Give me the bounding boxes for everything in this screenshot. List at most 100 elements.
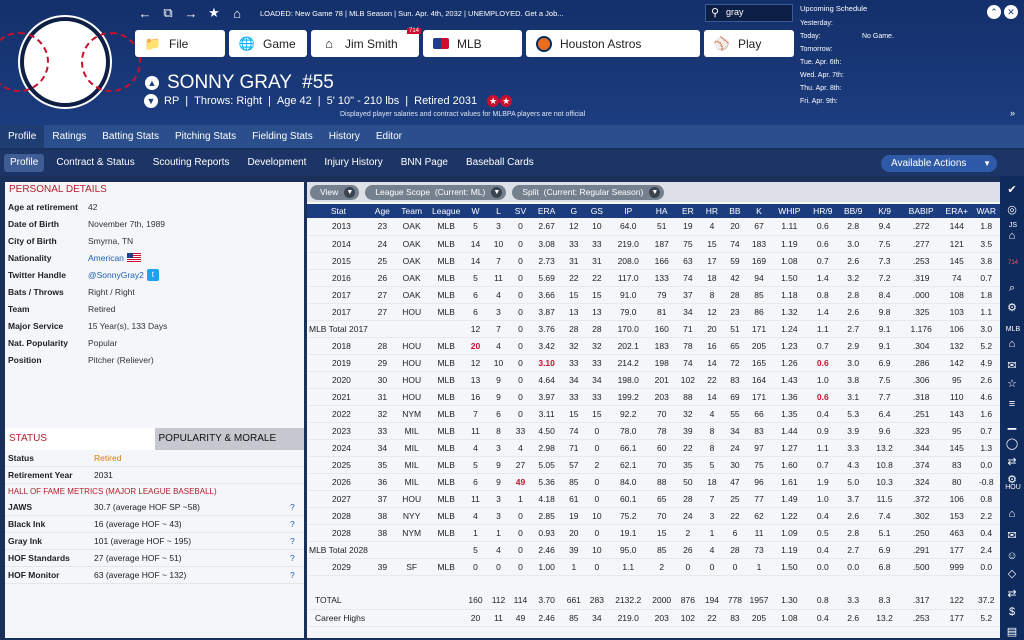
home-icon[interactable]: ⌂ bbox=[1008, 230, 1016, 242]
view-dropdown[interactable]: View ▼ bbox=[310, 184, 360, 200]
stat-cell: 3.5 bbox=[972, 235, 1000, 253]
tab-history[interactable]: History bbox=[328, 131, 360, 142]
column-header[interactable]: BB/9 bbox=[838, 204, 868, 218]
star-icon[interactable]: ★ bbox=[208, 5, 220, 20]
row-label: TOTAL bbox=[307, 592, 370, 610]
tab-status[interactable]: STATUS bbox=[5, 428, 155, 450]
help-icon[interactable]: ? bbox=[290, 553, 295, 563]
close-icon[interactable]: ✕ bbox=[1004, 5, 1018, 19]
check-circle-icon[interactable]: ✔ bbox=[1007, 184, 1017, 196]
list-icon[interactable]: ≡ bbox=[1008, 398, 1016, 410]
column-header[interactable]: BB bbox=[723, 204, 747, 218]
personal-value[interactable]: American bbox=[88, 253, 141, 263]
baseball-icon[interactable]: ◯ bbox=[1005, 438, 1019, 450]
column-header[interactable]: IP bbox=[608, 204, 649, 218]
subtab-development[interactable]: Development bbox=[247, 157, 307, 168]
subtab-contract-status[interactable]: Contract & Status bbox=[56, 157, 135, 168]
stat-cell: 24 bbox=[723, 439, 747, 457]
stat-cell: 203 bbox=[648, 609, 676, 627]
help-icon[interactable]: ? bbox=[290, 570, 295, 580]
previous-player-icon[interactable]: ▲ bbox=[145, 76, 159, 90]
home-icon[interactable]: ⌂ bbox=[1008, 508, 1016, 520]
swap-icon[interactable]: ⇄ bbox=[1007, 456, 1017, 468]
help-icon[interactable]: ? bbox=[290, 536, 295, 546]
search-input[interactable]: ⚲ gray bbox=[705, 4, 793, 22]
column-header[interactable]: SV bbox=[510, 204, 531, 218]
tab-editor[interactable]: Editor bbox=[375, 131, 402, 142]
subtab-bnn-page[interactable]: BNN Page bbox=[400, 157, 448, 168]
column-header[interactable]: GS bbox=[585, 204, 609, 218]
column-header[interactable]: ERA+ bbox=[941, 204, 973, 218]
subtab-scouting-reports[interactable]: Scouting Reports bbox=[152, 157, 230, 168]
column-header[interactable]: HR/9 bbox=[807, 204, 839, 218]
mail-icon[interactable]: ✉ bbox=[1007, 530, 1017, 542]
column-header[interactable]: Age bbox=[369, 204, 395, 218]
stat-cell: 8 bbox=[700, 439, 724, 457]
file-button[interactable]: 📁 File bbox=[135, 30, 225, 57]
tag-icon[interactable]: ◇ bbox=[1007, 568, 1017, 580]
column-header[interactable]: HA bbox=[648, 204, 676, 218]
available-actions-button[interactable]: Available Actions ▼ bbox=[881, 155, 997, 172]
subtab-profile[interactable]: Profile bbox=[4, 154, 45, 172]
home-icon[interactable]: ⌂ bbox=[233, 5, 241, 21]
person-icon[interactable]: ☺ bbox=[1006, 550, 1018, 562]
league-scope-dropdown[interactable]: League Scope (Current: ML) ▼ bbox=[365, 184, 507, 200]
personal-value[interactable]: @SonnyGray2 t bbox=[88, 268, 159, 281]
chevron-down-icon: ▼ bbox=[649, 186, 661, 198]
tab-fielding-stats[interactable]: Fielding Stats bbox=[252, 131, 313, 142]
gear-icon[interactable]: ⚙ bbox=[1007, 474, 1017, 486]
mail-icon[interactable]: ✉ bbox=[1007, 360, 1017, 372]
subtab-injury-history[interactable]: Injury History bbox=[324, 157, 383, 168]
stat-cell bbox=[428, 320, 464, 338]
column-header[interactable]: WHIP bbox=[771, 204, 808, 218]
column-header[interactable]: WAR bbox=[972, 204, 1000, 218]
copy-icon[interactable]: ⧉ bbox=[163, 5, 173, 20]
tab-ratings[interactable]: Ratings bbox=[52, 131, 87, 142]
manager-button[interactable]: ⌂ Jim Smith 714 bbox=[311, 28, 421, 57]
help-icon[interactable]: ? bbox=[290, 519, 295, 529]
stat-cell: 0.8 bbox=[972, 490, 1000, 508]
forward-arrow-icon[interactable]: → bbox=[184, 5, 198, 21]
book-icon[interactable]: ▤ bbox=[1006, 626, 1018, 638]
column-header[interactable]: Stat bbox=[307, 204, 370, 218]
tab-batting-stats[interactable]: Batting Stats bbox=[102, 131, 159, 142]
column-header[interactable]: ERA bbox=[530, 204, 563, 218]
stat-cell: 0.7 bbox=[972, 422, 1000, 440]
column-header[interactable]: BABIP bbox=[901, 204, 942, 218]
dollar-icon[interactable]: $ bbox=[1008, 606, 1016, 618]
next-player-icon[interactable]: ▼ bbox=[144, 94, 158, 108]
play-button[interactable]: ⚾ Play bbox=[704, 30, 794, 57]
swap-icon[interactable]: ⇄ bbox=[1007, 588, 1017, 600]
subtab-baseball-cards[interactable]: Baseball Cards bbox=[465, 157, 534, 168]
home-icon[interactable]: ⌂ bbox=[1008, 338, 1016, 350]
game-button[interactable]: 🌐 Game bbox=[229, 30, 307, 57]
stat-cell: 74 bbox=[723, 235, 747, 253]
column-header[interactable]: HR bbox=[700, 204, 724, 218]
column-header[interactable]: G bbox=[562, 204, 586, 218]
tab-profile[interactable]: Profile bbox=[0, 125, 45, 148]
stat-cell: 0.0 bbox=[972, 456, 1000, 474]
column-header[interactable]: L bbox=[486, 204, 510, 218]
tab-popularity-morale[interactable]: POPULARITY & MORALE bbox=[154, 428, 304, 450]
back-arrow-icon[interactable]: ← bbox=[138, 5, 152, 21]
twitter-icon[interactable]: t bbox=[146, 268, 159, 281]
column-header[interactable]: ER bbox=[675, 204, 701, 218]
split-dropdown[interactable]: Split (Current: Regular Season) ▼ bbox=[512, 184, 665, 200]
column-header[interactable]: K bbox=[746, 204, 772, 218]
league-button[interactable]: MLB bbox=[423, 30, 522, 57]
tab-pitching-stats[interactable]: Pitching Stats bbox=[174, 131, 237, 142]
column-header[interactable]: Team bbox=[394, 204, 429, 218]
chart-icon[interactable]: ▁ bbox=[1007, 418, 1017, 430]
search-icon[interactable]: ⌕ bbox=[1008, 282, 1016, 294]
column-header[interactable]: K/9 bbox=[867, 204, 902, 218]
stat-cell bbox=[428, 541, 464, 559]
help-icon[interactable]: ? bbox=[290, 502, 295, 512]
globe-icon[interactable]: ◎ bbox=[1007, 204, 1017, 216]
column-header[interactable]: W bbox=[463, 204, 487, 218]
chevron-up-icon[interactable]: ⌃ bbox=[987, 5, 1001, 19]
expand-icon[interactable]: » bbox=[1010, 108, 1016, 118]
team-button[interactable]: Houston Astros bbox=[526, 30, 700, 57]
gear-icon[interactable]: ⚙ bbox=[1007, 302, 1017, 314]
star-icon[interactable]: ☆ bbox=[1007, 378, 1017, 390]
column-header[interactable]: League bbox=[428, 204, 464, 218]
